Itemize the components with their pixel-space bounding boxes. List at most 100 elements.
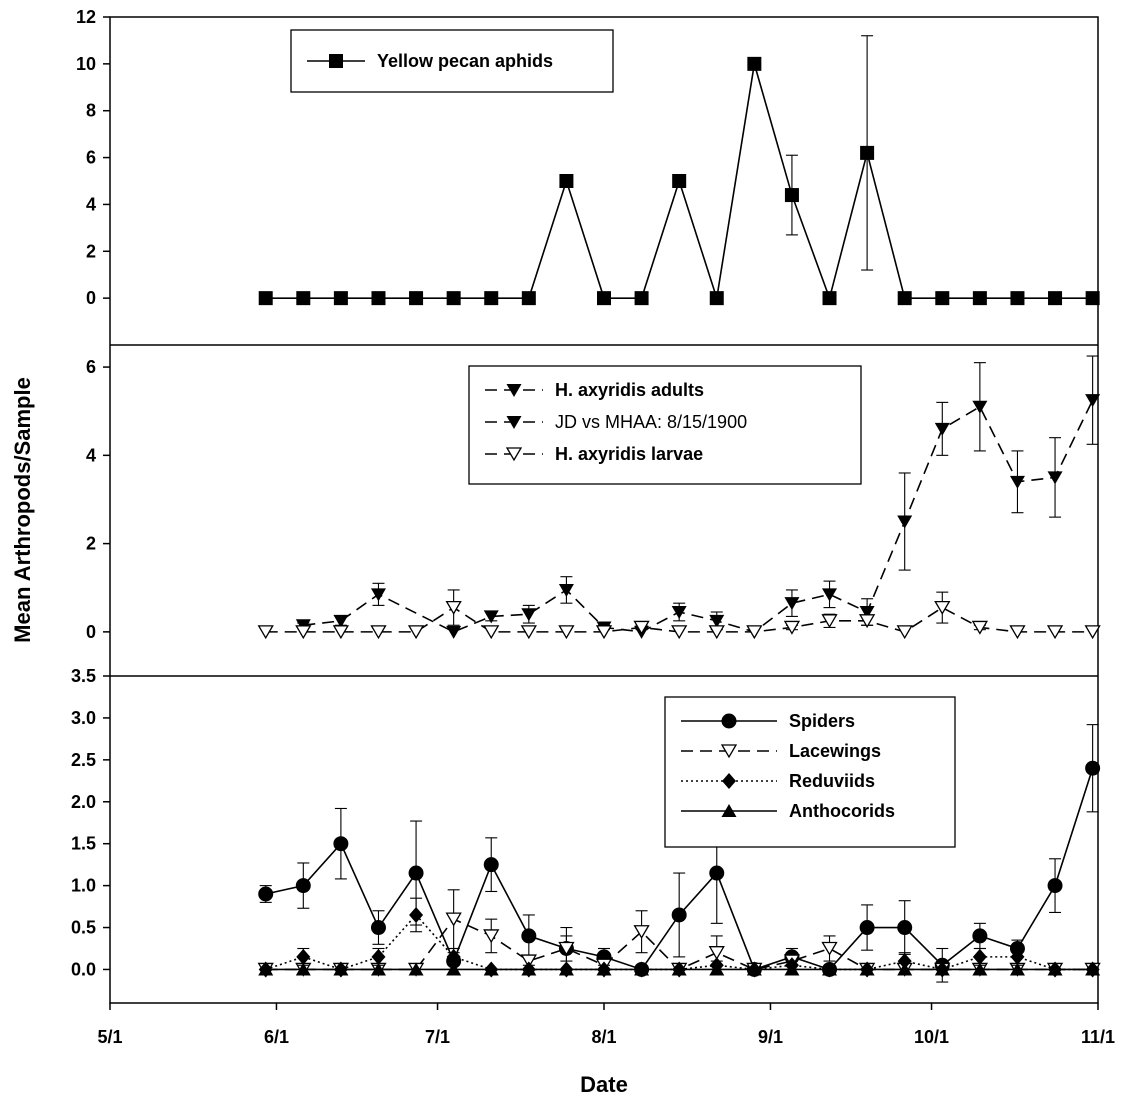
series-h-axyridis-larvae: [257, 589, 1101, 640]
data-point: [708, 946, 725, 960]
legend: Yellow pecan aphids: [290, 29, 614, 93]
data-point: [897, 920, 913, 936]
data-point: [746, 962, 762, 976]
data-point: [558, 962, 574, 976]
data-point: [409, 291, 424, 306]
y-tick-label: 0.0: [71, 959, 96, 979]
data-point: [521, 962, 537, 976]
data-point: [332, 625, 350, 640]
data-point: [296, 291, 311, 306]
x-tick-label: 6/1: [264, 1027, 289, 1047]
y-tick-label: 10: [76, 54, 96, 74]
data-point: [1085, 291, 1100, 306]
data-point: [896, 625, 913, 640]
data-point: [860, 145, 875, 160]
data-point: [746, 625, 763, 640]
y-tick-label: 0: [86, 622, 96, 642]
data-point: [934, 962, 950, 976]
data-point: [634, 291, 649, 306]
legend-box: [664, 696, 956, 848]
data-point: [634, 962, 650, 976]
legend-label: Lacewings: [789, 741, 881, 761]
data-point: [558, 625, 575, 640]
legend-marker: [505, 447, 523, 462]
data-point: [446, 962, 462, 976]
y-tick-label: 6: [86, 357, 96, 377]
legend-label: Spiders: [789, 711, 855, 731]
legend-marker: [329, 54, 343, 68]
data-point: [671, 907, 687, 923]
legend-label: Reduviids: [789, 771, 875, 791]
data-point: [1009, 625, 1026, 640]
data-point: [1009, 475, 1025, 489]
x-tick-label: 5/1: [97, 1027, 122, 1047]
data-point: [897, 962, 913, 976]
data-point: [897, 291, 912, 306]
data-point: [333, 962, 349, 976]
y-tick-label: 4: [86, 445, 96, 465]
data-point: [671, 962, 687, 976]
data-point: [370, 962, 386, 976]
data-point: [1010, 948, 1025, 965]
legend-marker: [720, 744, 738, 759]
data-point: [859, 606, 875, 620]
data-point: [558, 583, 574, 597]
data-point: [484, 291, 499, 306]
legend-label: H. axyridis adults: [555, 380, 704, 400]
y-tick-label: 4: [86, 194, 96, 214]
legend: H. axyridis adults JD vs MHAA: 8/15/1900 H…: [468, 365, 862, 485]
x-tick-label: 11/1: [1081, 1027, 1115, 1047]
legend-marker: [721, 804, 737, 817]
data-point: [821, 941, 838, 956]
data-point: [972, 928, 988, 944]
data-point: [521, 291, 536, 306]
data-point: [597, 291, 611, 306]
data-point: [859, 962, 875, 976]
data-point: [671, 606, 687, 620]
data-point: [971, 620, 989, 635]
data-point: [407, 625, 425, 640]
legend-label: Anthocorids: [789, 801, 895, 821]
data-point: [595, 625, 613, 640]
legend-marker: [721, 713, 737, 729]
data-point: [483, 857, 499, 873]
data-point: [822, 588, 838, 602]
legend-label: Yellow pecan aphids: [377, 51, 553, 71]
data-point: [257, 625, 274, 640]
data-point: [446, 291, 461, 306]
data-point: [709, 962, 725, 976]
x-axis-title: Date: [580, 1072, 628, 1097]
series-anthocorids: [258, 962, 1101, 976]
legend-box: [468, 365, 862, 485]
data-point: [483, 610, 499, 624]
y-tick-label: 0: [86, 288, 96, 308]
y-tick-label: 3.0: [71, 708, 96, 728]
data-point: [371, 948, 386, 965]
x-tick-label: 7/1: [425, 1027, 450, 1047]
y-tick-label: 0.5: [71, 918, 96, 938]
y-axis-title: Mean Arthropods/Sample: [10, 377, 35, 643]
data-point: [520, 625, 537, 640]
legend: Spiders Lacewings Reduviids Anthocorids: [664, 696, 956, 848]
data-point: [1048, 291, 1063, 306]
data-point: [333, 836, 349, 852]
data-point: [783, 620, 801, 635]
data-point: [446, 625, 462, 639]
data-point: [897, 953, 912, 970]
y-tick-label: 1.5: [71, 834, 96, 854]
data-point: [258, 962, 274, 976]
data-point: [445, 912, 462, 927]
legend-marker: [722, 773, 736, 789]
data-point: [445, 600, 462, 615]
data-point: [784, 962, 800, 976]
data-point: [370, 625, 387, 640]
data-point: [633, 925, 650, 940]
y-tick-label: 2.5: [71, 750, 96, 770]
data-point: [859, 920, 875, 936]
data-point: [483, 962, 499, 976]
data-point: [934, 422, 950, 436]
data-point: [934, 600, 951, 615]
data-point: [521, 928, 537, 944]
